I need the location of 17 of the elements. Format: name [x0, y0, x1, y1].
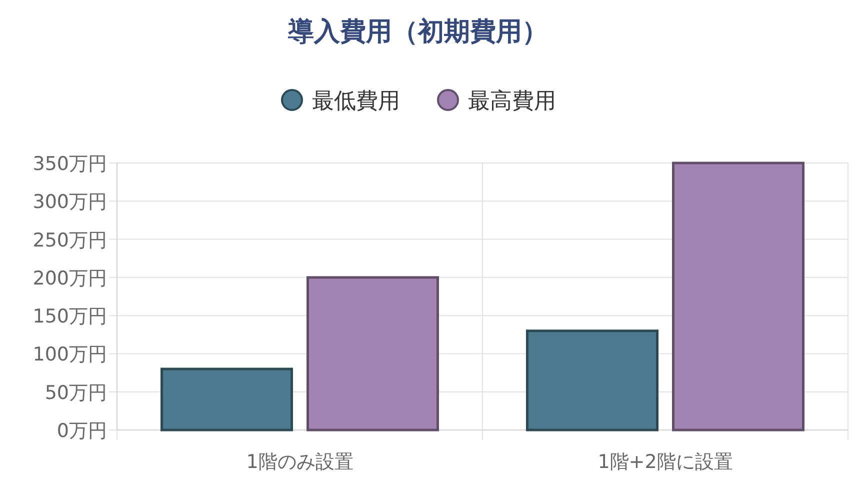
x-tick-label: 1階のみ設置	[246, 451, 354, 473]
y-tick-label: 150万円	[32, 306, 107, 328]
y-tick-label: 0万円	[56, 420, 107, 442]
chart-title: 導入費用（初期費用）	[287, 17, 548, 47]
legend-label: 最高費用	[468, 89, 556, 114]
legend-label: 最低費用	[312, 89, 400, 114]
y-tick-label: 200万円	[32, 267, 107, 290]
y-tick-label: 100万円	[32, 344, 107, 366]
bar	[160, 368, 293, 432]
x-tick-label: 1階+2階に設置	[598, 451, 733, 473]
y-tick-label: 300万円	[32, 191, 107, 214]
bar	[526, 330, 658, 432]
bar	[306, 276, 439, 432]
bar	[672, 162, 804, 432]
y-tick-label: 350万円	[32, 153, 107, 175]
y-tick-label: 250万円	[32, 229, 107, 252]
y-tick-label: 50万円	[44, 382, 107, 404]
